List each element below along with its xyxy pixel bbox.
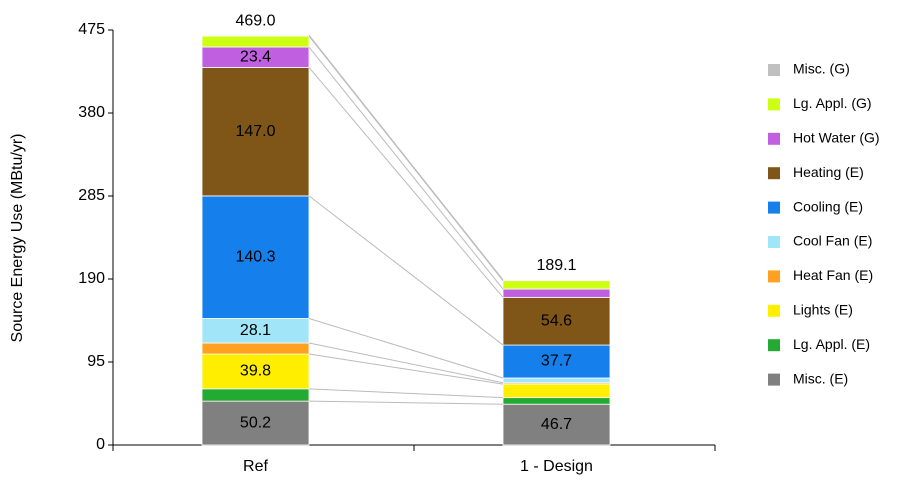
legend-label: Hot Water (G) bbox=[793, 130, 880, 146]
legend-label: Heat Fan (E) bbox=[793, 267, 873, 283]
legend-swatch bbox=[768, 98, 780, 111]
x-tick-label: Ref bbox=[243, 458, 268, 475]
bar-segment bbox=[201, 67, 310, 197]
y-tick-label: 0 bbox=[96, 436, 105, 453]
bar-segment bbox=[502, 280, 611, 290]
data-label: 54.6 bbox=[541, 312, 572, 329]
legend-label: Lg. Appl. (G) bbox=[793, 95, 872, 111]
legend-swatch bbox=[768, 132, 780, 145]
legend-swatch bbox=[768, 270, 780, 283]
legend-label: Cool Fan (E) bbox=[793, 233, 872, 249]
y-tick-label: 285 bbox=[78, 187, 105, 204]
y-tick-label: 380 bbox=[78, 104, 105, 121]
data-label: 39.8 bbox=[240, 363, 271, 380]
legend-swatch bbox=[768, 201, 780, 214]
legend-swatch bbox=[768, 339, 780, 352]
bar-segment bbox=[201, 388, 310, 402]
data-label: 140.3 bbox=[235, 248, 275, 265]
bar-segment bbox=[201, 318, 310, 344]
legend-swatch bbox=[768, 304, 780, 317]
legend-label: Misc. (G) bbox=[793, 61, 850, 77]
connector bbox=[308, 35, 504, 281]
bar-segment bbox=[201, 353, 310, 390]
legend-swatch bbox=[768, 373, 780, 386]
legend-swatch bbox=[768, 167, 780, 180]
data-label: 147.0 bbox=[235, 123, 275, 140]
connector bbox=[308, 388, 504, 399]
total-label: 189.1 bbox=[536, 257, 576, 274]
bar-segment bbox=[502, 279, 611, 282]
y-tick-label: 95 bbox=[87, 353, 105, 370]
legend-label: Misc. (E) bbox=[793, 370, 848, 386]
y-axis-label: Source Energy Use (MBtu/yr) bbox=[9, 134, 26, 343]
total-label: 469.0 bbox=[235, 12, 275, 29]
y-tick-label: 190 bbox=[78, 270, 105, 287]
legend-label: Heating (E) bbox=[793, 164, 864, 180]
bar-segment bbox=[502, 383, 611, 399]
bar-segment bbox=[201, 342, 310, 355]
legend-swatch bbox=[768, 64, 780, 76]
y-tick-label: 475 bbox=[78, 21, 105, 38]
connector bbox=[308, 46, 504, 290]
connector bbox=[308, 400, 504, 405]
x-tick-label: 1 - Design bbox=[520, 458, 593, 475]
legend-label: Cooling (E) bbox=[793, 198, 863, 214]
data-label: 28.1 bbox=[240, 322, 271, 339]
bar-segment bbox=[502, 344, 611, 379]
bar-segment bbox=[201, 195, 310, 319]
legend: Misc. (E) Lg. Appl. (E) Lights (E) Heat Fan… bbox=[768, 61, 880, 386]
bar-segment bbox=[201, 35, 310, 48]
legend-label: Lg. Appl. (E) bbox=[793, 336, 870, 352]
bar-segment bbox=[502, 288, 611, 298]
data-label: 46.7 bbox=[541, 416, 572, 433]
bar-segment bbox=[201, 400, 310, 446]
connector bbox=[308, 195, 504, 346]
connector bbox=[308, 318, 504, 379]
connector bbox=[308, 67, 504, 298]
bar-segment bbox=[502, 403, 611, 446]
connector bbox=[308, 353, 504, 385]
bar-segment bbox=[502, 296, 611, 346]
data-label: 23.4 bbox=[240, 48, 271, 65]
bar-segment bbox=[201, 34, 310, 37]
data-label: 50.2 bbox=[240, 414, 271, 431]
connector bbox=[308, 342, 504, 384]
data-label: 37.7 bbox=[541, 353, 572, 370]
bar-segment bbox=[502, 397, 611, 405]
connector bbox=[308, 34, 504, 281]
bar-segment bbox=[502, 377, 611, 384]
legend-label: Lights (E) bbox=[793, 302, 853, 318]
legend-swatch bbox=[768, 236, 780, 248]
